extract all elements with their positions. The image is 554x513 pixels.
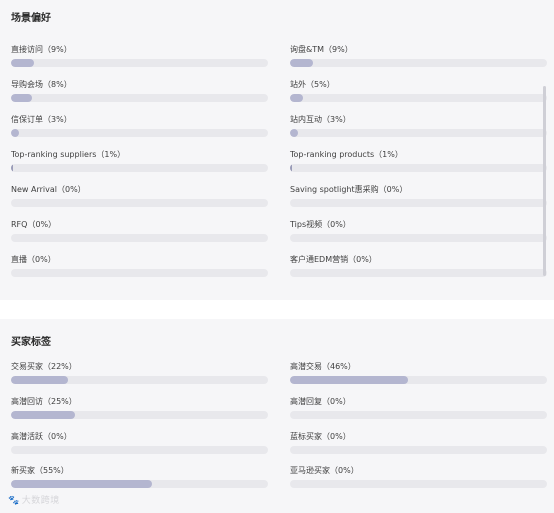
metric-off-site: 站外（5%） [290, 79, 547, 109]
progress-track [290, 59, 547, 67]
metric-label: RFQ（0%） [11, 220, 57, 229]
metric-label: 高潜回复（0%） [290, 397, 351, 406]
progress-track [11, 199, 268, 207]
metric-high-potential-revisit: 高潜回访（25%） [11, 396, 268, 426]
metric-high-potential-trade: 高潜交易（46%） [290, 361, 547, 391]
progress-fill [290, 164, 292, 172]
metric-edm-marketing: 客户通EDM营销（0%） [290, 254, 547, 284]
progress-track [11, 376, 268, 384]
metric-label: 直播（0%） [11, 255, 56, 264]
metric-label: 高潜交易（46%） [290, 362, 356, 371]
progress-fill [11, 59, 35, 67]
metric-high-potential-active: 高潜活跃（0%） [11, 431, 268, 461]
metric-label: 蓝标买家（0%） [290, 432, 351, 441]
progress-fill [290, 376, 409, 384]
metric-live-stream: 直播（0%） [11, 254, 268, 284]
scene-preference-title: 场景偏好 [11, 13, 51, 24]
vertical-scrollbar[interactable] [543, 86, 546, 276]
metric-label: 信保订单（3%） [11, 115, 72, 124]
progress-fill [11, 480, 153, 488]
metric-label: Saving spotlight惠采购（0%） [290, 185, 408, 194]
progress-track [290, 234, 547, 242]
progress-track [11, 129, 268, 137]
metric-label: 站外（5%） [290, 80, 335, 89]
progress-fill [11, 129, 19, 137]
metric-label: 直接访问（9%） [11, 45, 72, 54]
buyer-tags-title: 买家标签 [11, 337, 51, 348]
progress-fill [11, 94, 32, 102]
progress-track [290, 269, 547, 277]
progress-fill [290, 129, 298, 137]
metric-shopping-venue: 导购会场（8%） [11, 79, 268, 109]
metric-label: 高潜回访（25%） [11, 397, 77, 406]
metric-tips-video: Tips视频（0%） [290, 219, 547, 249]
progress-track [11, 234, 268, 242]
scene-preference-panel: 场景偏好 直接访问（9%） 询盘&TM（9%） 导购会场（8%） 站外（5%） … [11, 13, 547, 284]
metric-saving-spotlight: Saving spotlight惠采购（0%） [290, 184, 547, 214]
metric-blue-badge-buyer: 蓝标买家（0%） [290, 431, 547, 461]
progress-fill [11, 411, 76, 419]
progress-track [290, 376, 547, 384]
progress-track [11, 59, 268, 67]
metric-label: Tips视频（0%） [290, 220, 351, 229]
watermark: 🐾 大数跨境 [8, 493, 60, 506]
metric-inquiry-tm: 询盘&TM（9%） [290, 44, 547, 74]
metric-trading-buyer: 交易买家（22%） [11, 361, 268, 391]
progress-fill [290, 59, 314, 67]
metric-label: 高潜活跃（0%） [11, 432, 72, 441]
metric-new-buyer: 新买家（55%） [11, 465, 268, 495]
progress-track [290, 94, 547, 102]
metric-label: 亚马逊买家（0%） [290, 466, 359, 475]
metric-label: 站内互动（3%） [290, 115, 351, 124]
metric-amazon-buyer: 亚马逊买家（0%） [290, 465, 547, 495]
progress-track [290, 199, 547, 207]
progress-track [290, 164, 547, 172]
metric-label: Top-ranking suppliers（1%） [11, 150, 126, 159]
progress-fill [11, 164, 13, 172]
metric-new-arrival: New Arrival（0%） [11, 184, 268, 214]
metric-label: 新买家（55%） [11, 466, 69, 475]
progress-track [11, 446, 268, 454]
metric-onsite-interaction: 站内互动（3%） [290, 114, 547, 144]
metric-rfq: RFQ（0%） [11, 219, 268, 249]
progress-track [290, 129, 547, 137]
metric-label: New Arrival（0%） [11, 185, 86, 194]
progress-fill [11, 376, 68, 384]
metric-top-ranking-products: Top-ranking products（1%） [290, 149, 547, 179]
progress-fill [290, 94, 303, 102]
progress-track [11, 94, 268, 102]
progress-track [11, 164, 268, 172]
progress-track [11, 411, 268, 419]
paw-icon: 🐾 [8, 496, 20, 506]
buyer-tags-panel: 买家标签 交易买家（22%） 高潜交易（46%） 高潜回访（25%） 高潜回复（… [0, 319, 554, 513]
metric-trade-assurance: 信保订单（3%） [11, 114, 268, 144]
metric-direct-visit: 直接访问（9%） [11, 44, 268, 74]
progress-track [290, 446, 547, 454]
metric-high-potential-reply: 高潜回复（0%） [290, 396, 547, 426]
metric-label: 询盘&TM（9%） [290, 45, 353, 54]
progress-track [290, 480, 547, 488]
metric-label: 客户通EDM营销（0%） [290, 255, 377, 264]
watermark-text: 大数跨境 [21, 496, 60, 506]
metric-top-ranking-suppliers: Top-ranking suppliers（1%） [11, 149, 268, 179]
metric-label: 导购会场（8%） [11, 80, 72, 89]
metric-label: Top-ranking products（1%） [290, 150, 403, 159]
section-divider [0, 300, 554, 319]
progress-track [290, 411, 547, 419]
progress-track [11, 269, 268, 277]
metric-label: 交易买家（22%） [11, 362, 77, 371]
progress-track [11, 480, 268, 488]
